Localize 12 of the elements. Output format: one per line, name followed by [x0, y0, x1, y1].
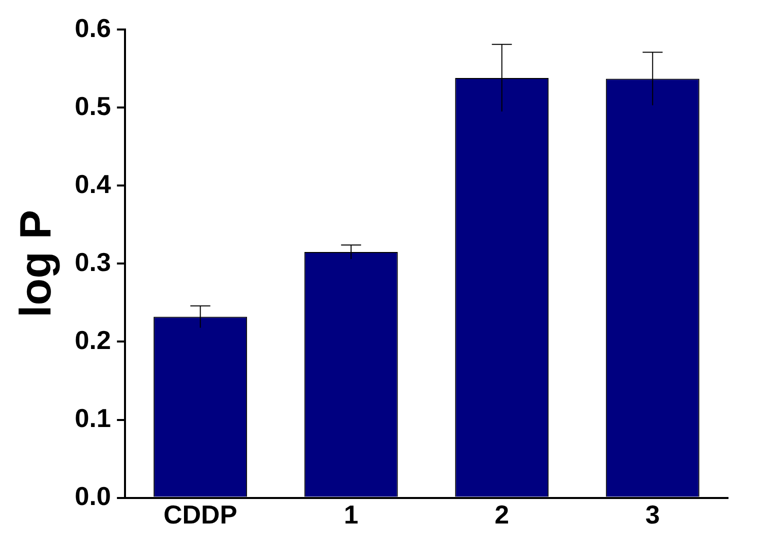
y-tick-label: 0.0: [74, 480, 111, 511]
y-tick-label: 0.6: [74, 12, 111, 43]
x-tick-label: 1: [344, 500, 358, 530]
y-tick-label: 0.1: [74, 402, 111, 433]
y-tick-label: 0.5: [74, 90, 111, 121]
y-tick-label: 0.3: [74, 246, 111, 277]
y-axis-title: log P: [12, 210, 61, 318]
x-tick-label: 2: [494, 500, 510, 530]
y-tick-label: 0.4: [74, 168, 112, 199]
x-tick-label: 3: [645, 500, 660, 530]
y-tick-label: 0.2: [74, 324, 111, 355]
x-tick-label: CDDP: [163, 500, 238, 530]
